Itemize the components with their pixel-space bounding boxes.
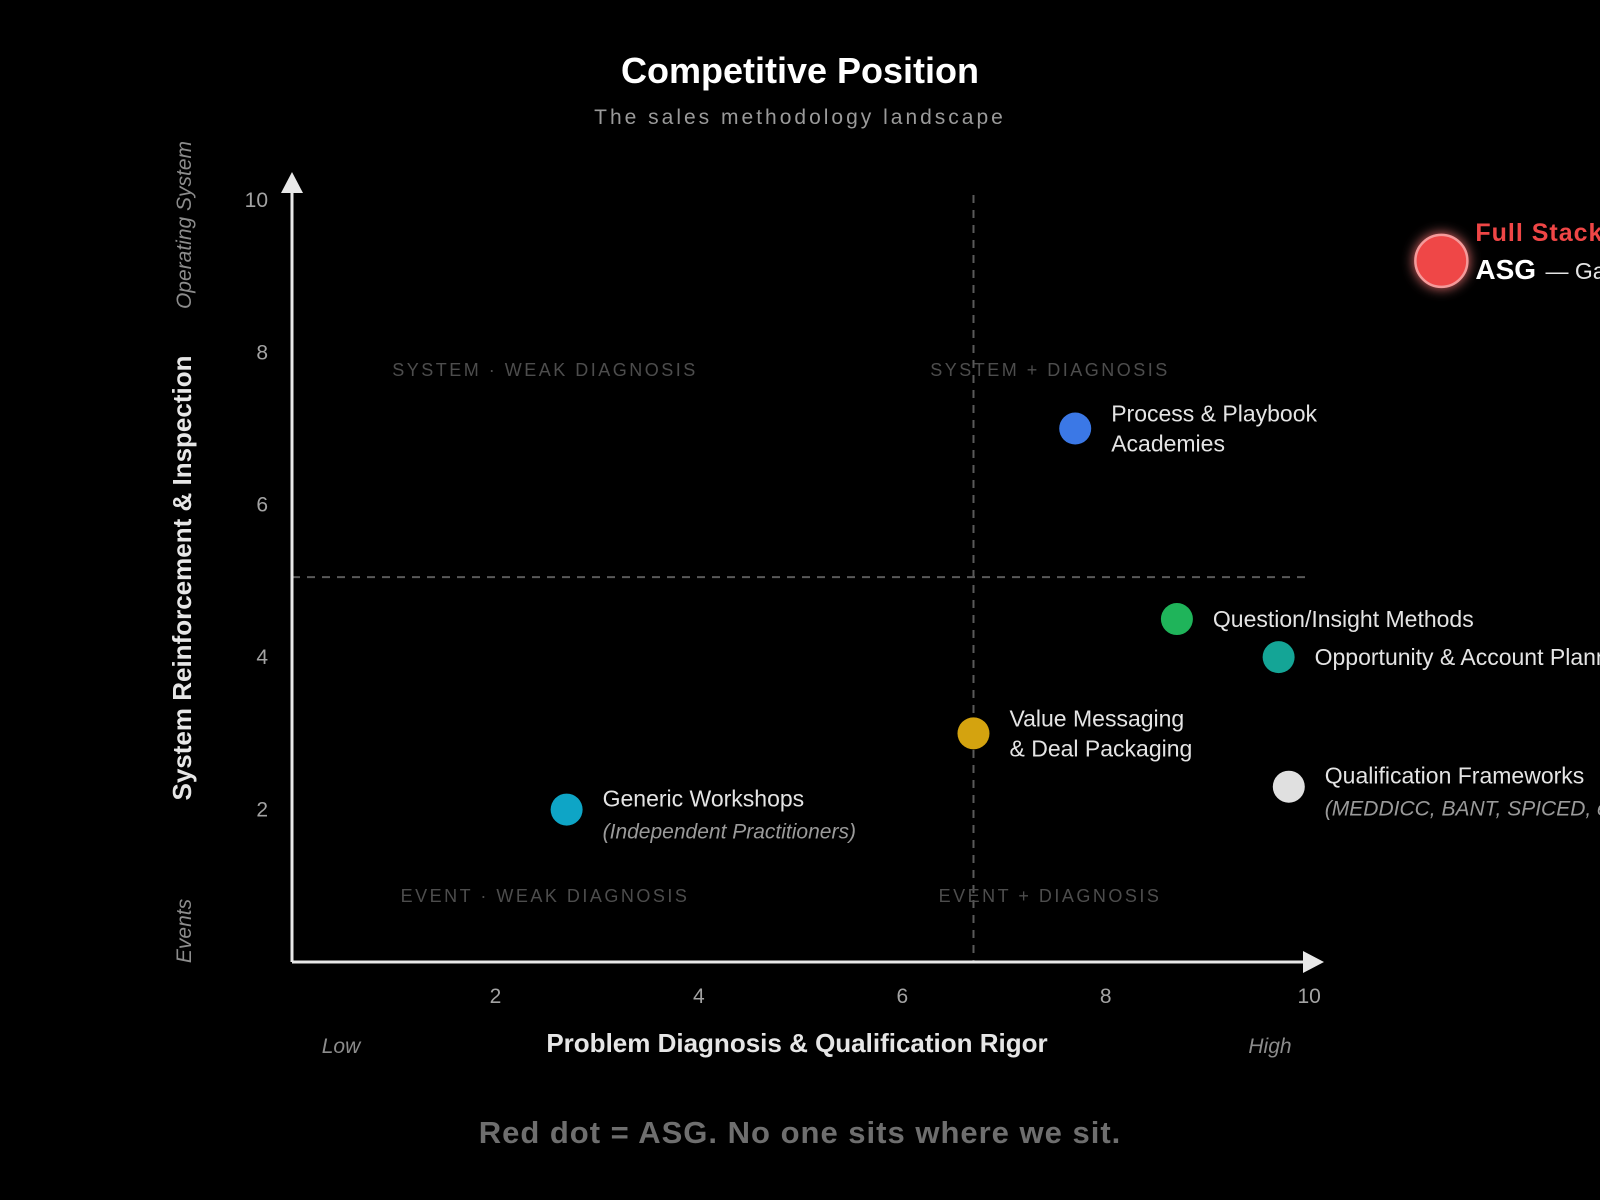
data-point	[957, 717, 990, 750]
point-label-line2: & Deal Packaging	[1009, 735, 1192, 761]
data-point	[1262, 641, 1295, 674]
y-axis-low-label: Events	[173, 898, 196, 963]
chart-title: Competitive Position	[620, 50, 980, 91]
point-label: Opportunity & Account Planning	[1315, 644, 1600, 670]
quadrant-label-bottom-left: EVENT · WEAK DIAGNOSIS	[401, 886, 690, 906]
asg-highlight-point	[1414, 233, 1469, 289]
quadrant-label-top-left: SYSTEM · WEAK DIAGNOSIS	[392, 360, 698, 380]
x-axis-high-label: High	[1248, 1035, 1291, 1058]
chart-subtitle: The sales methodology landscape	[594, 106, 1006, 129]
data-point	[1059, 412, 1092, 445]
data-point	[1272, 770, 1305, 803]
data-point	[1160, 603, 1193, 636]
x-tick-label: 10	[1297, 985, 1320, 1008]
quadrant-label-top-right: SYSTEM + DIAGNOSIS	[930, 360, 1170, 380]
x-tick-label: 2	[490, 985, 502, 1008]
point-sublabel: (MEDDICC, BANT, SPICED, etc.)	[1325, 798, 1600, 821]
footer-caption: Red dot = ASG. No one sits where we sit.	[478, 1115, 1122, 1150]
point-label: Value Messaging	[1009, 705, 1184, 731]
point-label: Generic Workshops	[603, 786, 805, 812]
data-point	[550, 793, 583, 826]
y-tick-label: 8	[256, 341, 268, 364]
point-label: Qualification Frameworks	[1325, 763, 1584, 789]
y-tick-label: 6	[256, 494, 268, 517]
x-tick-label: 4	[693, 985, 705, 1008]
asg-description: — Gap Method + OS	[1546, 258, 1600, 284]
x-tick-label: 6	[896, 985, 908, 1008]
y-tick-label: 2	[256, 799, 268, 822]
x-tick-label: 8	[1100, 985, 1112, 1008]
y-axis-arrow	[281, 172, 303, 193]
y-tick-label: 10	[245, 189, 268, 212]
asg-highlight-title: Full Stack Operating System	[1475, 219, 1600, 247]
quadrant-label-bottom-right: EVENT + DIAGNOSIS	[939, 886, 1162, 906]
y-axis-title: System Reinforcement & Inspection	[167, 356, 197, 801]
point-label: Process & Playbook	[1111, 401, 1317, 427]
y-tick-label: 4	[256, 646, 268, 669]
point-sublabel: (Independent Practitioners)	[603, 821, 856, 844]
asg-name: ASG	[1475, 254, 1536, 285]
asg-highlight-label: ASG — Gap Method + OS	[1475, 254, 1600, 285]
point-label: Question/Insight Methods	[1213, 606, 1474, 632]
x-axis-arrow	[1303, 951, 1324, 973]
x-axis-title: Problem Diagnosis & Qualification Rigor	[546, 1028, 1047, 1058]
point-label-line2: Academies	[1111, 431, 1225, 457]
y-axis-high-label: Operating System	[173, 141, 196, 309]
x-axis-low-label: Low	[322, 1035, 362, 1058]
